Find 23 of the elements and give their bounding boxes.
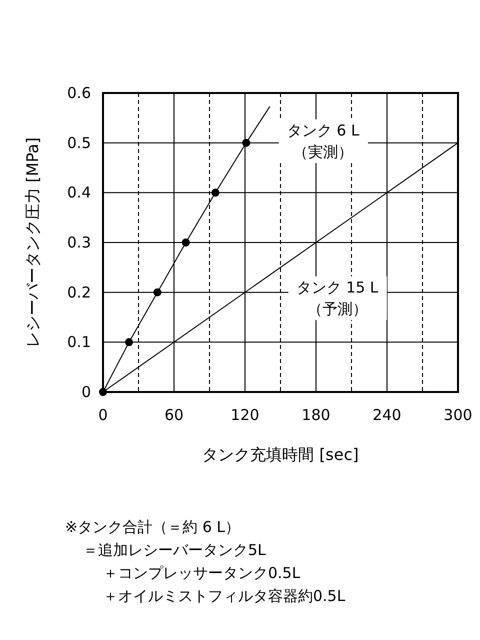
series-label: タンク 15 L（予測） bbox=[296, 278, 379, 318]
y-tick-label: 0.6 bbox=[67, 84, 91, 102]
x-tick-label: 180 bbox=[302, 406, 330, 424]
text: ＋オイルミストフィルタ容器約0.5L bbox=[103, 587, 346, 605]
y-tick-label: 0.4 bbox=[67, 184, 91, 202]
text: ＋コンプレッサータンク0.5L bbox=[103, 564, 301, 582]
y-axis-title: レシーバータンク圧力 [MPa] bbox=[23, 137, 42, 348]
y-tick-label: 0.3 bbox=[67, 234, 91, 252]
x-tick-label: 0 bbox=[98, 406, 108, 424]
x-axis-title: タンク充填時間 [sec] bbox=[202, 445, 359, 464]
y-tick-label: 0 bbox=[81, 383, 91, 401]
text: ＝追加レシーバータンク5L bbox=[83, 541, 267, 559]
series-label: タンク 6 L（実測） bbox=[278, 119, 368, 164]
y-tick-label: 0.1 bbox=[67, 333, 91, 352]
x-tick-label: 240 bbox=[372, 406, 402, 424]
x-tick-label: 300 bbox=[444, 406, 472, 424]
x-tick-label: 60 bbox=[164, 406, 184, 424]
y-tick-label: 0.5 bbox=[67, 134, 91, 152]
y-tick-label: 0.2 bbox=[67, 283, 91, 302]
x-tick-label: 120 bbox=[230, 406, 260, 424]
series-label: タンク 6 L（実測） bbox=[286, 121, 360, 162]
series-label: タンク 15 L（予測） bbox=[288, 276, 387, 320]
text: ※タンク合計（＝約 6 L） bbox=[65, 518, 240, 536]
